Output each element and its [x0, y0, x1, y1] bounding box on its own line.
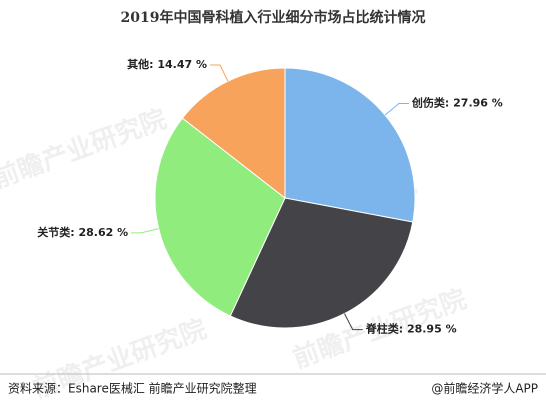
connector: [344, 313, 363, 331]
data-label: 脊柱类: 28.95 %: [365, 322, 457, 336]
source: 资料来源：Eshare医械汇 前瞻产业研究院整理: [8, 381, 257, 396]
data-label: 其他: 14.47 %: [127, 57, 207, 71]
pie-slice: [284, 67, 416, 223]
data-label: 创伤类: 27.96 %: [411, 96, 503, 110]
connector: [131, 228, 159, 234]
chart-title: 2019年中国骨科植入行业细分市场占比统计情况: [121, 9, 426, 26]
credit: @前瞻经济学人APP: [431, 381, 538, 396]
data-label: 关节类: 28.62 %: [37, 225, 128, 239]
pie: 创伤类: 27.96 % 脊柱类: 28.95 % 关节类: 28.62 % 其他: …: [37, 57, 503, 336]
connector: [384, 103, 409, 116]
pie-slice: [154, 117, 286, 317]
pie-slice: [181, 67, 286, 200]
connector: [210, 64, 229, 82]
pie-slice: [229, 197, 414, 329]
